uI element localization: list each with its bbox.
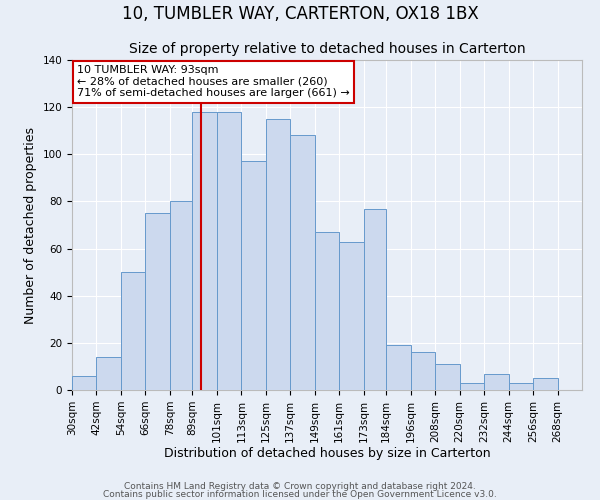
Bar — [410, 352, 435, 390]
Text: 10, TUMBLER WAY, CARTERTON, OX18 1BX: 10, TUMBLER WAY, CARTERTON, OX18 1BX — [122, 5, 478, 23]
Y-axis label: Number of detached properties: Number of detached properties — [24, 126, 37, 324]
Text: Contains public sector information licensed under the Open Government Licence v3: Contains public sector information licen… — [103, 490, 497, 499]
Bar — [386, 345, 410, 390]
Bar — [193, 112, 217, 390]
Bar — [364, 208, 386, 390]
Bar — [145, 213, 170, 390]
Bar — [241, 162, 266, 390]
Bar — [217, 112, 241, 390]
Bar — [266, 119, 290, 390]
Text: 10 TUMBLER WAY: 93sqm
← 28% of detached houses are smaller (260)
71% of semi-det: 10 TUMBLER WAY: 93sqm ← 28% of detached … — [77, 65, 350, 98]
Bar — [460, 383, 484, 390]
Bar — [290, 136, 315, 390]
Bar — [170, 202, 193, 390]
Bar — [484, 374, 509, 390]
Bar — [315, 232, 339, 390]
Bar — [435, 364, 460, 390]
Text: Contains HM Land Registry data © Crown copyright and database right 2024.: Contains HM Land Registry data © Crown c… — [124, 482, 476, 491]
Title: Size of property relative to detached houses in Carterton: Size of property relative to detached ho… — [128, 42, 526, 56]
X-axis label: Distribution of detached houses by size in Carterton: Distribution of detached houses by size … — [164, 448, 490, 460]
Bar — [509, 383, 533, 390]
Bar — [339, 242, 364, 390]
Bar — [533, 378, 557, 390]
Bar — [121, 272, 145, 390]
Bar — [97, 357, 121, 390]
Bar — [72, 376, 97, 390]
